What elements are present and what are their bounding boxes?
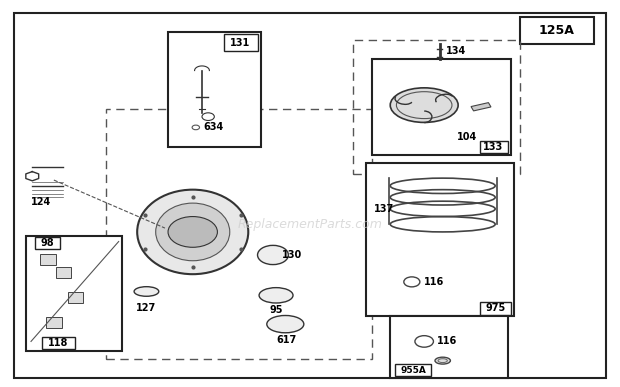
Text: 125A: 125A: [539, 24, 575, 37]
Ellipse shape: [390, 88, 458, 122]
FancyBboxPatch shape: [224, 34, 257, 51]
Circle shape: [168, 217, 218, 247]
Text: 118: 118: [48, 338, 68, 348]
Bar: [56, 267, 71, 278]
Ellipse shape: [156, 203, 230, 261]
Circle shape: [257, 245, 288, 265]
FancyBboxPatch shape: [480, 141, 508, 153]
FancyBboxPatch shape: [520, 17, 594, 44]
Text: 137: 137: [374, 204, 394, 214]
Text: 634: 634: [204, 122, 224, 132]
Text: 617: 617: [277, 334, 297, 344]
Text: 131: 131: [230, 38, 250, 48]
Bar: [168, 32, 260, 147]
Text: 104: 104: [458, 132, 477, 142]
Bar: [68, 292, 84, 303]
Bar: [40, 254, 56, 265]
Text: 124: 124: [32, 197, 51, 207]
Bar: [106, 109, 372, 359]
Bar: [390, 317, 508, 378]
Bar: [353, 40, 520, 174]
Text: ReplacementParts.com: ReplacementParts.com: [237, 218, 383, 231]
Bar: [366, 163, 514, 317]
Text: 95: 95: [269, 305, 283, 315]
FancyBboxPatch shape: [42, 337, 76, 349]
Bar: [471, 103, 491, 111]
FancyBboxPatch shape: [480, 302, 511, 315]
Ellipse shape: [267, 315, 304, 333]
FancyBboxPatch shape: [35, 237, 60, 249]
Text: 134: 134: [446, 46, 466, 57]
Ellipse shape: [137, 190, 248, 274]
Text: 98: 98: [41, 238, 55, 248]
Text: 975: 975: [485, 303, 505, 313]
Ellipse shape: [259, 288, 293, 303]
FancyBboxPatch shape: [395, 365, 431, 376]
Bar: [372, 59, 511, 155]
Text: 955A: 955A: [400, 366, 426, 375]
Text: 133: 133: [483, 142, 503, 152]
Text: 130: 130: [282, 250, 303, 260]
Ellipse shape: [134, 287, 159, 296]
Text: 116: 116: [436, 336, 457, 346]
Ellipse shape: [435, 357, 450, 364]
Text: 116: 116: [424, 277, 445, 287]
Bar: [26, 236, 122, 351]
Bar: [46, 317, 62, 328]
Text: 127: 127: [136, 303, 157, 313]
